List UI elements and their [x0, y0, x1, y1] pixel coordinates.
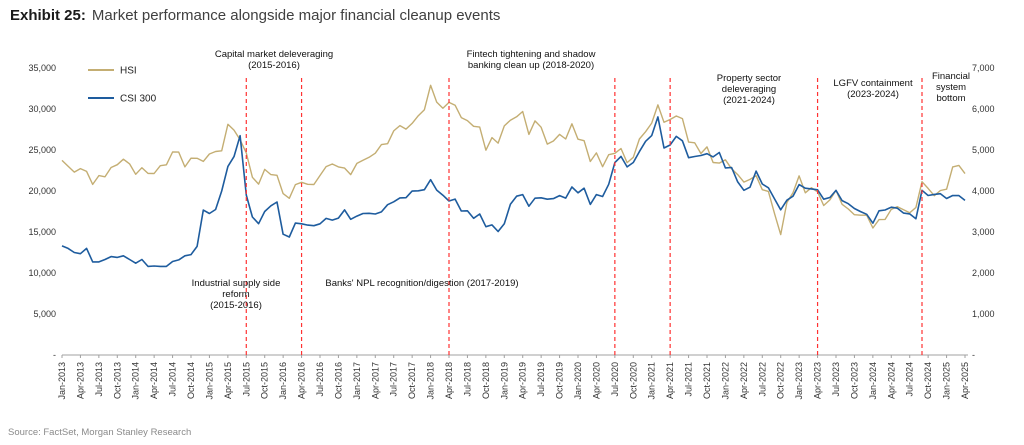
left-axis-tick-label: 10,000 — [28, 268, 56, 278]
x-axis-tick-label: Apr-2015 — [223, 362, 233, 399]
x-axis-tick-label: Apr-2017 — [370, 362, 380, 399]
x-axis-tick-label: Apr-2018 — [444, 362, 454, 399]
x-axis-tick-label: Apr-2022 — [739, 362, 749, 399]
annotation-text: deleveraging — [722, 84, 776, 95]
left-axis-tick-label: 20,000 — [28, 186, 56, 196]
x-axis-tick-label: Jul-2023 — [831, 362, 841, 397]
x-axis-tick-label: Jul-2019 — [536, 362, 546, 397]
left-axis-tick-label: 30,000 — [28, 104, 56, 114]
source-text: Source: FactSet, Morgan Stanley Research — [8, 427, 192, 438]
x-axis-tick-label: Apr-2020 — [591, 362, 601, 399]
series — [61, 84, 966, 268]
x-axis-tick-label: Oct-2019 — [555, 362, 565, 399]
axes: 35,000 30,000 25,000 20,000 15,000 10,000 5,00… — [28, 63, 994, 400]
left-axis-tick-label: 25,000 — [28, 145, 56, 155]
event-lines — [245, 78, 923, 355]
x-axis-tick-label: Jan-2019 — [499, 362, 509, 400]
x-axis-tick-label: Jan-2025 — [942, 362, 952, 400]
x-axis-tick-label: Jan-2021 — [647, 362, 657, 400]
x-axis-tick-label: Jan-2014 — [131, 362, 141, 400]
x-axis-tick-label: Apr-2023 — [813, 362, 823, 399]
x-axis-tick-label: Apr-2014 — [149, 362, 159, 399]
x-axis-tick-label: Apr-2024 — [886, 362, 896, 399]
left-axis-tick-label: 5,000 — [33, 309, 56, 319]
exhibit-title: Exhibit 25: Market performance alongside … — [10, 7, 500, 24]
annotation-text: banking clean up (2018-2020) — [468, 60, 594, 71]
x-axis-tick-label: Oct-2020 — [628, 362, 638, 399]
series-line-hsi — [61, 84, 966, 236]
x-axis-tick-label: Jul-2024 — [905, 362, 915, 397]
x-axis-tick-label: Apr-2013 — [75, 362, 85, 399]
x-axis-tick-label: Jul-2018 — [462, 362, 472, 397]
right-axis-tick-label: 1,000 — [972, 309, 995, 319]
right-axis-tick-label: 2,000 — [972, 268, 995, 278]
right-axis-tick-label: 4,000 — [972, 186, 995, 196]
x-axis-tick-label: Jul-2020 — [610, 362, 620, 397]
annotation-text: Industrial supply side — [192, 278, 281, 289]
x-axis-tick-label: Jan-2018 — [426, 362, 436, 400]
annotation-text: Banks' NPL recognition/digestion (2017-2… — [325, 278, 518, 289]
x-axis-tick-label: Jul-2015 — [241, 362, 251, 397]
x-axis-tick-label: Oct-2016 — [333, 362, 343, 399]
x-axis-tick-label: Oct-2021 — [702, 362, 712, 399]
x-axis-tick-label: Oct-2015 — [260, 362, 270, 399]
x-axis-tick-label: Jan-2017 — [352, 362, 362, 400]
x-axis-tick-label: Oct-2022 — [776, 362, 786, 399]
annotation-text: (2015-2016) — [248, 60, 300, 71]
x-axis-tick-label: Jul-2017 — [389, 362, 399, 397]
right-axis-tick-label: - — [972, 350, 975, 360]
x-axis-tick-label: Jan-2013 — [57, 362, 67, 400]
x-axis-tick-label: Jul-2022 — [757, 362, 767, 397]
left-axis-tick-label: - — [53, 350, 56, 360]
right-axis-tick-label: 6,000 — [972, 104, 995, 114]
annotation-text: system — [936, 82, 966, 93]
x-axis-tick-label: Oct-2023 — [849, 362, 859, 399]
x-axis-tick-label: Apr-2016 — [297, 362, 307, 399]
x-axis-tick-label: Jan-2016 — [278, 362, 288, 400]
series-line-csi-300 — [61, 116, 966, 268]
legend: HSI CSI 300 — [88, 66, 157, 105]
annotation-text: (2015-2016) — [210, 300, 262, 311]
legend-label: CSI 300 — [120, 94, 157, 105]
x-axis-tick-label: Apr-2021 — [665, 362, 675, 399]
x-axis-tick-label: Apr-2025 — [960, 362, 970, 399]
chart-svg: 35,000 30,000 25,000 20,000 15,000 10,000 5,00… — [28, 49, 994, 400]
annotation-text: LGFV containment — [833, 78, 913, 89]
annotation-text: Property sector — [717, 73, 781, 84]
annotation-text: Fintech tightening and shadow — [467, 49, 596, 60]
annotation-text: (2021-2024) — [723, 95, 775, 106]
x-axis-tick-label: Oct-2013 — [112, 362, 122, 399]
x-axis-tick-label: Oct-2017 — [407, 362, 417, 399]
legend-label: HSI — [120, 66, 137, 77]
left-axis-tick-label: 35,000 — [28, 63, 56, 73]
annotation-text: Financial — [932, 71, 970, 82]
left-axis-tick-label: 15,000 — [28, 227, 56, 237]
annotation-text: reform — [222, 289, 250, 300]
exhibit-number: Exhibit 25: — [10, 7, 86, 24]
right-axis-tick-label: 7,000 — [972, 63, 995, 73]
x-axis-tick-label: Jan-2024 — [868, 362, 878, 400]
x-axis-tick-label: Jul-2013 — [94, 362, 104, 397]
x-axis-tick-label: Jul-2016 — [315, 362, 325, 397]
x-axis-tick-label: Jan-2020 — [573, 362, 583, 400]
exhibit-title-text: Market performance alongside major finan… — [91, 7, 501, 24]
x-axis-tick-label: Apr-2019 — [518, 362, 528, 399]
annotation-text: Capital market deleveraging — [215, 49, 333, 60]
x-axis-tick-label: Oct-2014 — [186, 362, 196, 399]
x-axis-tick-label: Jan-2015 — [204, 362, 214, 400]
right-axis-tick-label: 3,000 — [972, 227, 995, 237]
right-axis-tick-label: 5,000 — [972, 145, 995, 155]
x-axis-tick-label: Jul-2014 — [168, 362, 178, 397]
x-axis-tick-label: Oct-2018 — [481, 362, 491, 399]
x-axis-tick-label: Oct-2024 — [923, 362, 933, 399]
annotation-text: bottom — [936, 93, 965, 104]
x-axis-tick-label: Jan-2023 — [794, 362, 804, 400]
x-axis-tick-label: Jul-2021 — [684, 362, 694, 397]
x-axis-tick-label: Jan-2022 — [720, 362, 730, 400]
annotations: Capital market deleveraging(2015-2016)Fi… — [192, 49, 970, 311]
annotation-text: (2023-2024) — [847, 89, 899, 100]
